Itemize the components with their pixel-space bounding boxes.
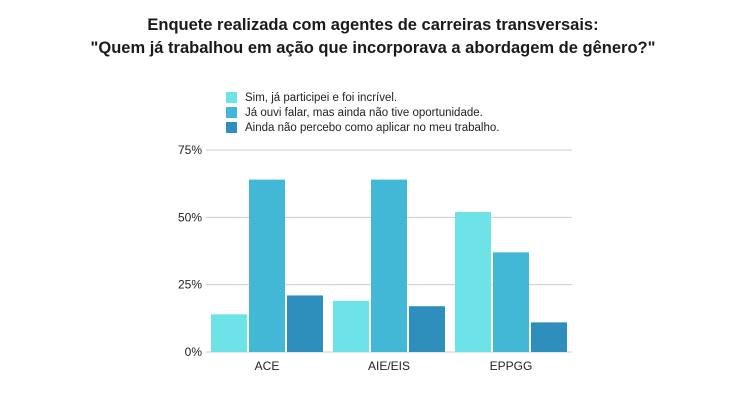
legend-swatch-sim (226, 92, 237, 103)
y-tick-label-50: 50% (178, 210, 202, 224)
legend-label-ja-ouvi: Já ouvi falar, mas ainda não tive oportu… (245, 106, 483, 119)
bar-ace-series0 (211, 314, 247, 352)
bar-eppgg-series1 (493, 252, 529, 352)
x-tick-label-ace: ACE (255, 359, 280, 373)
bar-ace-series2 (287, 295, 323, 352)
legend-swatch-ja-ouvi (226, 107, 237, 118)
legend: Sim, já participei e foi incrível. Já ou… (226, 90, 499, 135)
chart-title: Enquete realizada com agentes de carreir… (0, 14, 746, 60)
chart-title-line2: "Quem já trabalhou em ação que incorpora… (90, 39, 656, 57)
x-tick-label-aieeis: AIE/EIS (368, 359, 410, 373)
chart-title-line1: Enquete realizada com agentes de carreir… (147, 16, 599, 34)
bar-eppgg-series2 (531, 322, 567, 352)
bar-ace-series1 (249, 179, 285, 352)
legend-item-ja-ouvi: Já ouvi falar, mas ainda não tive oportu… (226, 105, 499, 120)
bar-eppgg-series0 (455, 211, 491, 352)
legend-label-sim: Sim, já participei e foi incrível. (245, 91, 398, 104)
bar-aieeis-series2 (409, 306, 445, 352)
bar-aieeis-series0 (333, 300, 369, 352)
bar-aieeis-series1 (371, 179, 407, 352)
x-tick-label-eppgg: EPPGG (490, 359, 533, 373)
legend-item-sim: Sim, já participei e foi incrível. (226, 90, 499, 105)
y-tick-label-0: 0% (185, 345, 203, 359)
legend-label-ainda-nao: Ainda não percebo como aplicar no meu tr… (245, 121, 500, 134)
legend-item-ainda-nao: Ainda não percebo como aplicar no meu tr… (226, 120, 499, 135)
y-tick-label-25: 25% (178, 278, 202, 292)
legend-swatch-ainda-nao (226, 122, 237, 133)
y-tick-label-75: 75% (178, 143, 202, 157)
